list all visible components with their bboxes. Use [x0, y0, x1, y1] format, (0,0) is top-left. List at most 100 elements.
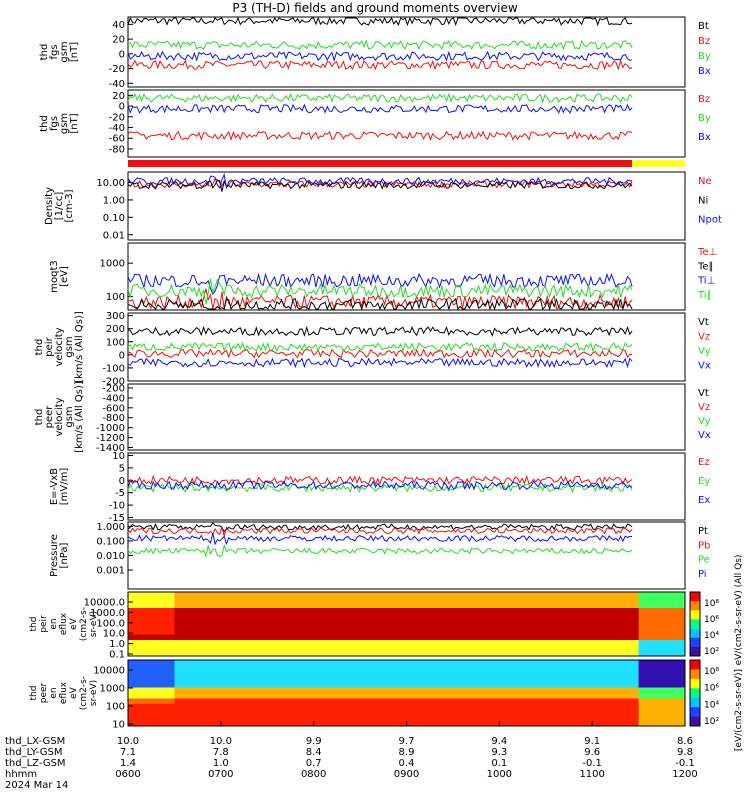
spectrogram-cell — [295, 665, 305, 672]
spectrogram-cell — [536, 597, 547, 604]
spectrogram-cell — [174, 704, 185, 710]
spectrogram-cell — [248, 650, 259, 657]
spectrogram-cell — [620, 650, 630, 657]
colorbar-cell — [690, 697, 700, 708]
spectrogram-cell — [211, 597, 222, 604]
spectrogram-cell — [638, 665, 649, 672]
spectrogram-cell — [248, 629, 259, 636]
spectrogram-cell — [332, 650, 343, 657]
spectrogram-cell — [564, 629, 575, 636]
spectrogram-cell — [647, 602, 658, 609]
spectrogram-cell — [666, 629, 677, 636]
spectrogram-cell — [527, 687, 537, 694]
spectrogram-cell — [666, 682, 677, 688]
spectrogram-cell — [675, 671, 686, 677]
spectrogram-cell — [592, 676, 602, 683]
spectrogram-cell — [369, 704, 380, 710]
spectrogram-cell — [202, 629, 213, 636]
spectrogram-cell — [211, 650, 222, 657]
spectrogram-cell — [304, 618, 315, 625]
spectrogram-cell — [341, 650, 352, 657]
spectrogram-cell — [443, 608, 454, 614]
spectrogram-cell — [480, 592, 491, 598]
x-tick-lx: 9.4 — [491, 736, 507, 747]
spectrogram-cell — [137, 629, 148, 636]
spectrogram-cell — [657, 645, 667, 652]
spectrogram-cell — [582, 715, 593, 721]
spectrogram-cell — [183, 650, 194, 657]
spectrogram-cell — [183, 634, 194, 641]
spectrogram-cell — [220, 629, 231, 636]
spectrogram-cell — [230, 624, 240, 630]
spectrogram-cell — [202, 720, 213, 727]
spectrogram-cell — [471, 629, 482, 636]
y-tick-label: 10 — [112, 451, 125, 462]
spectrogram-cell — [332, 682, 343, 688]
spectrogram-cell — [471, 665, 482, 672]
spectrogram-cell — [536, 671, 547, 677]
spectrogram-cell — [508, 597, 519, 604]
spectrogram-cell — [555, 608, 565, 614]
spectrogram-cell — [387, 602, 398, 609]
spectrogram-cell — [490, 665, 500, 672]
spectrogram-cell — [220, 618, 231, 625]
spectrogram-cell — [257, 602, 268, 609]
colorbar-tick-label: 10⁶ — [704, 615, 719, 625]
spectrogram-cell — [508, 704, 519, 710]
spectrogram-cell — [517, 676, 528, 683]
spectrogram-cell — [220, 715, 231, 721]
spectrogram-cell — [443, 634, 454, 641]
spectrogram-cell — [360, 660, 370, 666]
spectrogram-cell — [629, 592, 640, 598]
spectrogram-cell — [183, 602, 194, 609]
spectrogram-cell — [601, 592, 612, 598]
y-tick-label: -200 — [102, 383, 125, 394]
spectrogram-cell — [592, 682, 602, 688]
y-tick-label: -1400 — [96, 443, 125, 454]
legend-Bz: Bz — [698, 94, 710, 105]
spectrogram-cell — [536, 687, 547, 694]
spectrogram-cell — [462, 608, 472, 614]
spectrogram-cell — [257, 592, 268, 598]
spectrogram-cell — [610, 698, 621, 705]
spectrogram-cell — [610, 592, 621, 598]
spectrogram-cell — [582, 597, 593, 604]
spectrogram-cell — [406, 693, 417, 699]
spectrogram-cell — [675, 687, 686, 694]
spectrogram-cell — [564, 634, 575, 641]
spectrogram-cell — [415, 650, 426, 657]
legend-Bz: Bz — [698, 36, 710, 47]
spectrogram-cell — [517, 645, 528, 652]
spectrogram-cell — [610, 645, 621, 652]
spectrogram-cell — [387, 592, 398, 598]
spectrogram-cell — [657, 709, 667, 716]
spectrogram-cell — [369, 602, 380, 609]
series-Ti∥ — [127, 278, 633, 305]
y-tick-label: 10000 — [93, 666, 125, 677]
spectrogram-cell — [471, 720, 482, 727]
spectrogram-cell — [452, 687, 463, 694]
spectrogram-cell — [230, 687, 240, 694]
spectrogram-cell — [573, 634, 584, 641]
spectrogram-cell — [629, 665, 640, 672]
spectrogram-cell — [183, 624, 194, 630]
spectrogram-cell — [610, 608, 621, 614]
spectrogram-cell — [155, 645, 166, 652]
spectrogram-cell — [406, 624, 417, 630]
spectrogram-cell — [239, 687, 250, 694]
spectrogram-cell — [638, 676, 649, 683]
series-Bz — [127, 59, 633, 71]
spectrogram-cell — [499, 676, 510, 683]
spectrogram-cell — [332, 660, 343, 666]
y-axis-label: E=-VxB — [49, 468, 60, 505]
spectrogram-cell — [490, 693, 500, 699]
spectrogram-cell — [155, 704, 166, 710]
spectrogram-cell — [490, 671, 500, 677]
spectrogram-cell — [295, 597, 305, 604]
spectrogram-cell — [499, 682, 510, 688]
spectrogram-cell — [490, 715, 500, 721]
spectrogram-cell — [378, 687, 389, 694]
spectrogram-cell — [313, 629, 324, 636]
spectrogram-cell — [202, 650, 213, 657]
spectrogram-cell — [508, 629, 519, 636]
